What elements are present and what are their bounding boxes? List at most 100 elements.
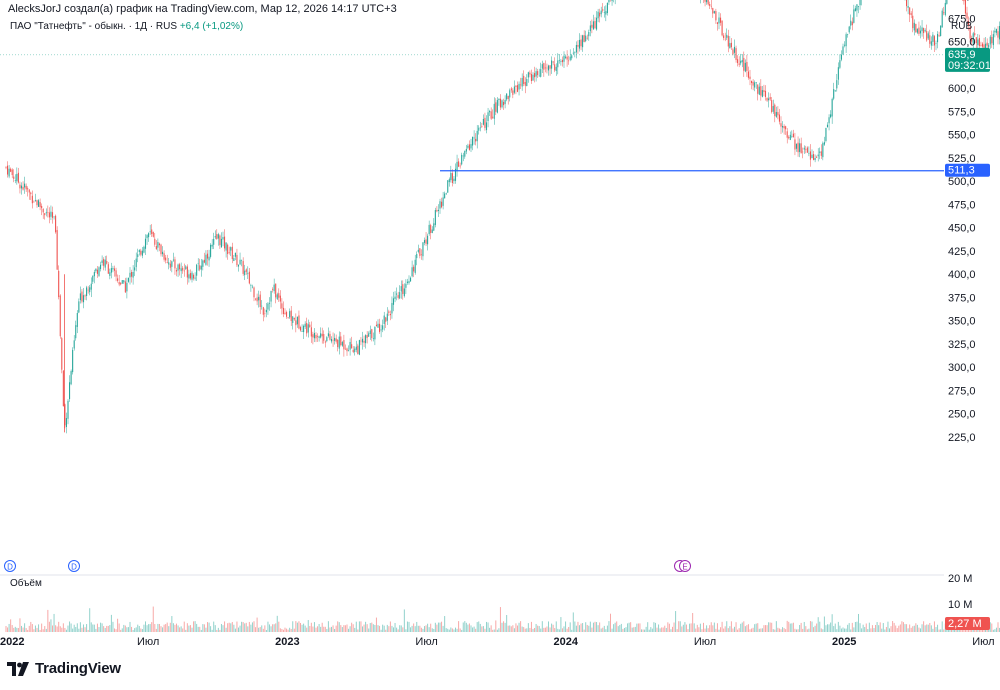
candle [974,26,976,37]
candle [526,74,528,87]
volume-bar [323,626,325,632]
volume-bar [44,626,46,632]
candle [233,254,235,262]
candle [287,317,289,319]
volume-bar [461,629,463,632]
volume-bar [239,625,241,632]
dividend-marker[interactable]: D [4,560,16,572]
symbol-legend[interactable]: ПАО "Татнефть" - обыкн. · 1Д · RUS +6,4 … [10,21,243,32]
candle [276,292,278,301]
candle [516,81,519,93]
candle [140,248,142,257]
candle [425,231,427,247]
volume-bar [493,629,495,632]
volume-bar [727,628,729,632]
candle [710,0,712,10]
volume-bar [754,624,756,632]
volume-bar [393,627,394,632]
volume-bar [830,622,832,632]
candle [434,207,436,228]
volume-bar [67,625,69,632]
candle [307,319,309,338]
volume-bar [788,621,790,632]
price-tick-label: 400,0 [948,269,976,281]
volume-bar [134,628,136,632]
candle [706,0,708,5]
candle [382,319,384,333]
volume-bar [845,628,847,632]
volume-bar [468,623,470,632]
candle [244,264,246,281]
volume-bar [140,628,142,632]
volume-bar [659,628,661,632]
time-tick-label: 2023 [275,636,299,648]
volume-bar [62,623,64,632]
candle [574,51,576,58]
candle [171,260,173,273]
volume-bar [389,621,391,632]
candle [284,308,286,315]
candle [402,280,404,300]
volume-bar [507,625,509,632]
candle [755,82,757,89]
volume-bar [362,626,363,632]
candle [19,181,21,194]
volume-bar [647,622,649,632]
volume-bar [183,621,185,632]
volume-bar [608,621,610,632]
dividend-marker[interactable]: D [68,560,80,572]
volume-bar [856,621,858,632]
candle [560,58,562,66]
candle [515,85,517,95]
candle [281,298,283,315]
volume-bar [470,625,472,632]
candle [98,266,100,277]
volume-bar [135,627,137,632]
tradingview-logo[interactable]: TradingView [7,660,121,677]
volume-bar [417,625,419,632]
volume-bar [118,623,120,632]
candle [853,4,855,24]
volume-bar [324,626,326,632]
candle [100,261,102,272]
candle [764,85,767,101]
candle [820,144,822,159]
volume-bar [761,628,763,632]
candle [344,344,346,350]
volume-bar [360,621,362,632]
volume-bar [76,623,78,632]
candle [613,0,614,3]
volume-bar [876,622,878,632]
candle [324,340,326,348]
volume-bar [986,629,988,632]
candle [416,251,418,266]
candle [352,346,354,354]
candle [357,343,359,355]
candle [543,62,545,77]
earnings-marker[interactable]: E [679,560,691,572]
volume-bar [662,627,664,632]
candle [611,0,613,6]
volume-bar [572,612,574,632]
candle [286,310,288,319]
volume-bar [840,628,842,632]
candle [278,288,280,302]
volume-bar [406,621,408,632]
candle [275,283,277,304]
candle [740,53,742,66]
candle [456,154,458,177]
volume-bar [248,621,250,632]
candle [182,265,184,274]
candle [24,176,26,194]
candle [754,80,756,92]
volume-bar [155,628,157,632]
volume-bar [270,626,272,632]
volume-bar [380,629,382,632]
volume-bar [901,621,903,632]
candle [751,80,753,90]
candle [938,31,940,38]
volume-bar [540,628,542,632]
candle [555,63,557,76]
volume-bar [371,622,373,632]
